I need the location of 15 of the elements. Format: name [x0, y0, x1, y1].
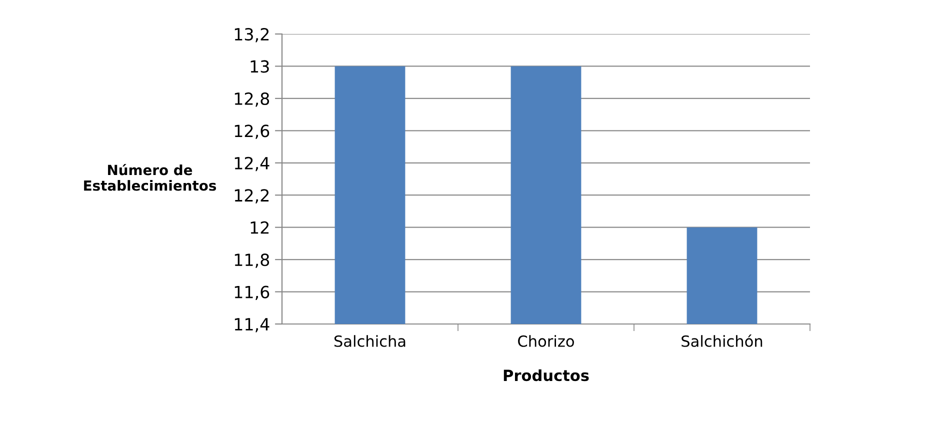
- y-tick-label: 12,8: [234, 92, 270, 107]
- x-tick-label: Salchichón: [682, 334, 762, 347]
- y-axis-title: Número de Establecimientos: [84, 164, 216, 191]
- y-tick-label: 13: [250, 60, 269, 73]
- x-axis-title: Productos: [504, 369, 589, 382]
- y-tick-label: 11,4: [234, 318, 270, 332]
- y-tick-label: 12: [250, 221, 269, 234]
- x-tick-label: Chorizo: [518, 335, 574, 347]
- y-tick-label: 12,4: [234, 156, 270, 172]
- y-tick-label: 12,2: [234, 189, 269, 204]
- y-tick-label: 13,2: [234, 28, 269, 42]
- y-tick-label: 11,6: [234, 286, 270, 300]
- x-tick-label: Salchicha: [334, 335, 406, 347]
- y-tick-label: 12,6: [234, 124, 270, 139]
- y-tick-label: 11,8: [234, 254, 270, 268]
